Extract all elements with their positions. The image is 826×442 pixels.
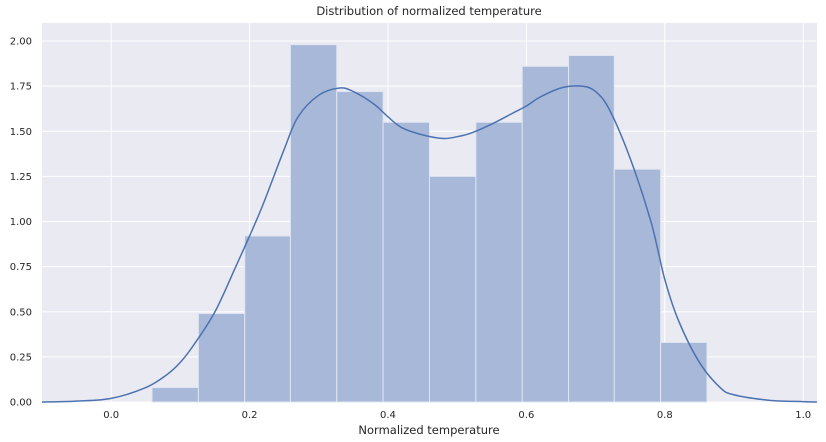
x-tick-labels: 0.0 0.2 0.4 0.6 0.8 1.0 [103, 410, 811, 421]
histogram-bar-3 [289, 44, 338, 403]
histogram-bar-7 [475, 121, 523, 403]
x-tick-label: 0.8 [657, 410, 673, 421]
histogram-bars [151, 44, 708, 403]
x-axis-label: Normalized temperature [358, 423, 499, 437]
y-tick-label: 1.50 [10, 127, 32, 138]
y-tick-label: 1.00 [10, 217, 32, 228]
x-tick-label: 0.0 [103, 410, 119, 421]
histogram-bar-5 [382, 121, 431, 403]
histogram-bar-0 [151, 387, 199, 403]
histogram-bar-9 [568, 54, 615, 403]
y-tick-label: 1.75 [10, 82, 32, 93]
histogram-bar-6 [429, 175, 477, 403]
y-tick-label: 0.50 [10, 307, 32, 318]
y-tick-labels: 0.00 0.25 0.50 0.75 1.00 1.25 1.50 1.75 2.00 [10, 37, 32, 409]
histogram-bar-4 [336, 91, 384, 403]
histogram-bar-8 [521, 65, 570, 403]
y-tick-label: 0.25 [10, 352, 32, 363]
y-tick-label: 0.75 [10, 262, 32, 273]
histogram-bar-10 [613, 168, 662, 403]
chart-title: Distribution of normalized temperature [316, 4, 541, 18]
y-tick-label: 2.00 [10, 37, 32, 48]
x-tick-label: 1.0 [795, 410, 811, 421]
x-tick-label: 0.4 [380, 410, 396, 421]
x-tick-label: 0.6 [518, 410, 534, 421]
y-tick-label: 0.00 [10, 398, 32, 409]
histogram-bar-11 [660, 341, 708, 403]
histogram-bar-2 [244, 235, 291, 403]
kde-curve [41, 85, 818, 403]
x-tick-label: 0.2 [242, 410, 258, 421]
y-tick-label: 1.25 [10, 172, 32, 183]
